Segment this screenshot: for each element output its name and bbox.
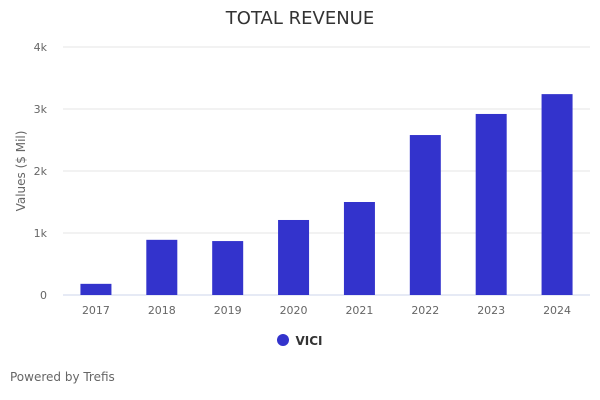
y-tick-label: 1k — [34, 227, 48, 240]
y-tick-labels: 0 1k 2k 3k 4k — [34, 41, 48, 302]
bar-2024[interactable] — [541, 94, 573, 296]
x-tick-label: 2022 — [411, 304, 439, 317]
y-tick-label: 2k — [34, 165, 48, 178]
x-tick-label: 2017 — [82, 304, 110, 317]
legend[interactable]: VICI — [0, 334, 600, 348]
bar-2017[interactable] — [80, 283, 112, 295]
x-tick-label: 2018 — [148, 304, 176, 317]
x-tick-label: 2024 — [543, 304, 571, 317]
y-tick-label: 0 — [40, 289, 47, 302]
chart-title: TOTAL REVENUE — [225, 8, 375, 29]
y-tick-label: 3k — [34, 103, 48, 116]
x-tick-label: 2023 — [477, 304, 505, 317]
x-tick-label: 2020 — [280, 304, 308, 317]
y-axis-label: Values ($ Mil) — [14, 131, 28, 212]
y-tick-label: 4k — [34, 41, 48, 54]
bar-2022[interactable] — [409, 135, 441, 295]
powered-by-credit: Powered by Trefis — [10, 370, 115, 384]
bar-2023[interactable] — [475, 113, 507, 296]
bar-2020[interactable] — [278, 219, 310, 295]
x-tick-label: 2021 — [345, 304, 373, 317]
gridlines — [63, 46, 590, 296]
x-tick-label: 2019 — [214, 304, 242, 317]
x-tick-labels: 2017 2018 2019 2020 2021 2022 2023 2024 — [82, 304, 571, 317]
bars — [80, 94, 573, 296]
bar-2018[interactable] — [146, 239, 178, 295]
legend-label: VICI — [295, 334, 323, 348]
legend-marker-icon — [277, 334, 290, 346]
bar-2019[interactable] — [212, 241, 244, 295]
bar-2021[interactable] — [343, 202, 375, 295]
